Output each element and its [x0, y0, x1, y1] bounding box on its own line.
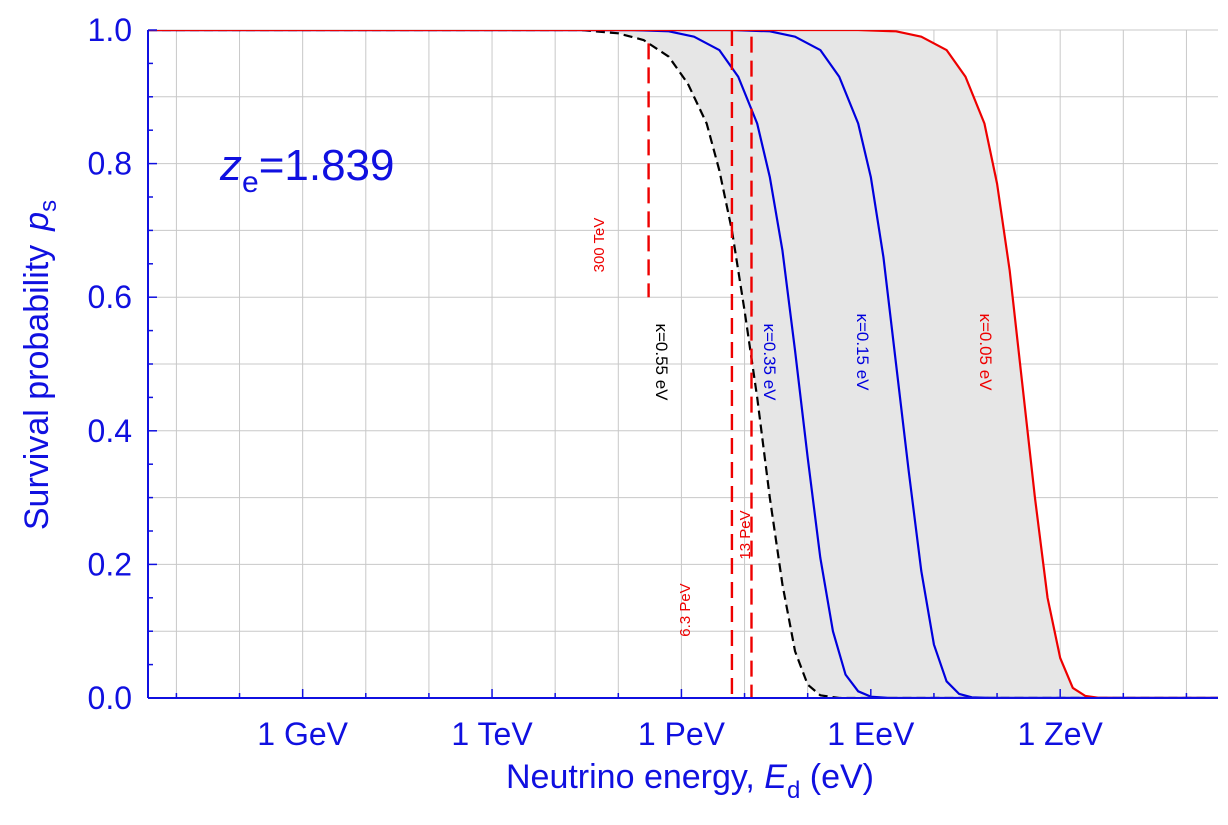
y-tick-label: 0.2 — [88, 546, 132, 582]
vertical-marker-label-3: 13 PeV — [737, 510, 754, 559]
curve-label-1: κ=0.55 eV — [652, 323, 671, 401]
series-line-4 — [148, 30, 1218, 698]
x-tick-label: 1 GeV — [257, 716, 348, 752]
series-line-2 — [148, 30, 1218, 698]
x-tick-label: 1 PeV — [638, 716, 726, 752]
y-tick-label: 0.0 — [88, 680, 132, 716]
vertical-marker-label-1: 300 TeV — [591, 218, 608, 273]
y-tick-label: 0.8 — [88, 146, 132, 182]
vertical-marker-label-2: 6.3 PeV — [677, 583, 694, 636]
x-tick-label: 1 TeV — [451, 716, 533, 752]
shaded-band — [580, 30, 1117, 698]
x-tick-label: 1 EeV — [827, 716, 915, 752]
curve-labels: 300 TeV 6.3 PeV 13 PeV κ=0.55 eV κ=0.35 eV κ=… — [591, 218, 995, 637]
curve-label-3: κ=0.15 eV — [853, 313, 872, 391]
x-axis-title: Neutrino energy, Ed (eV) — [506, 758, 874, 804]
y-tick-label: 0.6 — [88, 279, 132, 315]
vertical-markers — [647, 30, 753, 698]
curve-label-4: κ=0.05 eV — [976, 313, 995, 391]
redshift-annotation: ze=1.839 — [219, 141, 395, 199]
y-tick-label: 1.0 — [88, 12, 132, 48]
y-tick-label: 0.4 — [88, 413, 132, 449]
series-line-3 — [148, 30, 1218, 698]
series-layer — [148, 30, 1218, 698]
series-line-1 — [148, 30, 1218, 698]
curve-label-2: κ=0.35 eV — [760, 323, 779, 401]
axes — [147, 29, 1218, 699]
y-axis-title: Survival probabilityps — [18, 200, 62, 530]
tick-labels: 1 GeV 1 TeV 1 PeV 1 EeV 1 ZeV 0.0 0.2 0.4 0.6 0.8… — [88, 12, 1104, 752]
x-tick-label: 1 ZeV — [1017, 716, 1103, 752]
